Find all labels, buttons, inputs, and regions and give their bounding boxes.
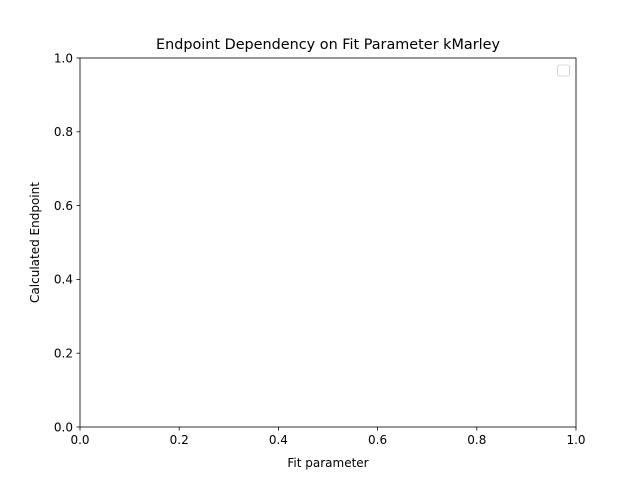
x-tick-label: 0.4 — [269, 433, 288, 447]
y-tick-label: 1.0 — [54, 51, 73, 65]
chart-title: Endpoint Dependency on Fit Parameter kMa… — [156, 37, 501, 53]
y-tick-label: 0.4 — [54, 273, 73, 287]
x-tick-label: 0.2 — [170, 433, 189, 447]
y-axis-ticks: 0.0 0.2 0.4 0.6 0.8 1.0 — [54, 51, 80, 434]
x-axis-label: Fit parameter — [287, 456, 368, 470]
x-tick-label: 1.0 — [566, 433, 585, 447]
x-tick-label: 0.6 — [368, 433, 387, 447]
y-tick-label: 0.8 — [54, 125, 73, 139]
legend-box — [557, 64, 570, 77]
y-axis-label: Calculated Endpoint — [28, 182, 42, 303]
plot-area — [80, 58, 576, 427]
x-tick-label: 0.8 — [467, 433, 486, 447]
x-axis-ticks: 0.0 0.2 0.4 0.6 0.8 1.0 — [70, 427, 586, 447]
x-tick-label: 0.0 — [70, 433, 89, 447]
y-tick-label: 0.0 — [54, 420, 73, 434]
y-tick-label: 0.2 — [54, 347, 73, 361]
y-tick-label: 0.6 — [54, 199, 73, 213]
plot-frame — [79, 57, 577, 428]
